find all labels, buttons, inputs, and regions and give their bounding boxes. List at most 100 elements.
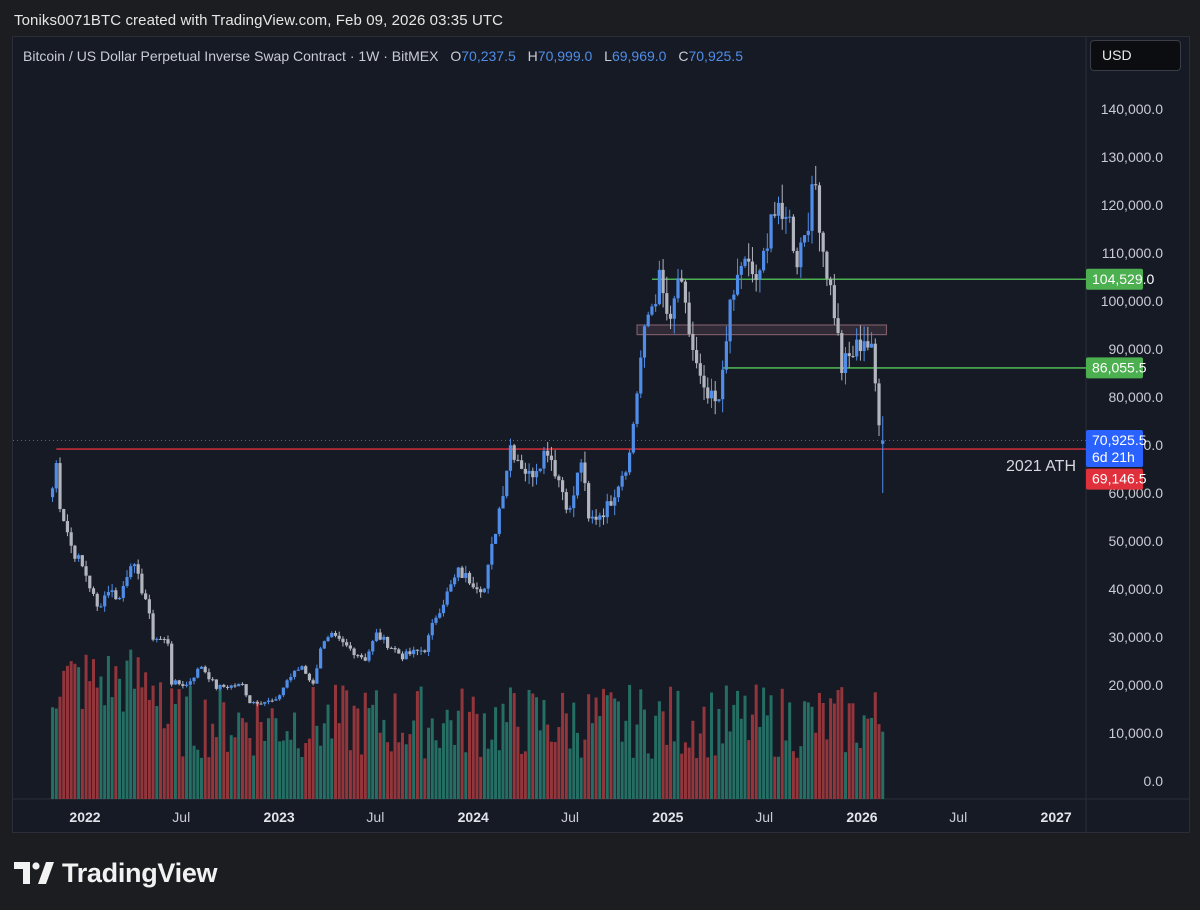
volume-bar [423,758,427,799]
volume-bar [69,661,73,799]
volume-bar [762,687,766,799]
volume-bar [609,692,613,799]
candle-body [255,701,259,704]
candle-body [404,651,408,660]
open-key: O [450,48,462,64]
candle-body [613,497,617,506]
x-tick-label: Jul [561,809,579,825]
candle-body [758,270,762,280]
volume-bar [754,684,758,799]
volume-bar [575,732,579,799]
volume-bar [58,696,62,799]
volume-bar [181,756,185,799]
volume-bar [657,701,661,799]
y-tick-label: 100,000.0 [1101,293,1163,309]
chart-pane[interactable] [12,36,1190,833]
ath-tag: 69,146.5 [1086,468,1147,490]
volume-bar [389,751,393,799]
volume-bar [717,708,721,799]
volume-bar [650,758,654,799]
candle-body [572,495,576,509]
volume-bar [520,753,524,799]
candle-body [374,632,379,642]
candle-body [724,341,728,370]
volume-bar [341,685,345,799]
candle-body [244,684,248,696]
candle-body [426,635,431,652]
y-tick-label: 90,000.0 [1109,341,1164,357]
candle-body [538,468,542,472]
y-tick-label: 80,000.0 [1109,389,1164,405]
low-key: L [604,48,612,64]
volume-bar [743,695,747,799]
volume-bar [788,702,792,799]
currency-button[interactable]: USD [1090,40,1181,71]
candle-body [869,343,874,348]
candle-body [337,635,341,639]
x-tick-label: Jul [172,809,190,825]
candle-body [721,369,725,400]
candle-body [207,672,211,680]
candle-body [181,684,185,686]
y-tick-label: 40,000.0 [1109,581,1164,597]
candle-body [866,341,870,348]
candle-body [661,269,665,294]
volume-bar [538,730,542,799]
volume-bar [594,697,598,799]
candle-body [490,543,494,565]
volume-bar [572,702,576,799]
volume-bar [468,711,472,799]
volume-bar [527,689,531,799]
candle-body [449,584,453,592]
candle-body [501,496,505,509]
volume-bar [535,697,539,799]
volume-bar [240,718,244,799]
symbol-title[interactable]: Bitcoin / US Dollar Perpetual Inverse Sw… [23,48,439,64]
ath-annotation: 2021 ATH [1006,458,1076,475]
candle-body [765,248,769,251]
candle-body [817,185,822,233]
volume-bar [855,742,859,799]
high-value: 70,999.0 [537,48,593,64]
volume-bar [873,692,877,799]
candle-body [475,587,479,590]
tradingview-logo[interactable]: TradingView [14,856,218,890]
volume-bar [106,656,110,799]
x-tick-label: 2025 [652,809,683,825]
candle-body [434,617,438,623]
volume-bar [199,757,203,799]
candle-body [527,470,531,474]
volume-bar [456,710,460,799]
candle-body [799,242,803,268]
volume-bar [367,708,371,799]
volume-bar [382,719,386,799]
candle-body [184,684,189,686]
candle-body [646,314,650,327]
volume-bar [371,704,375,799]
candle-body [728,299,732,342]
candle-body [471,583,475,588]
candle-body [546,450,550,456]
volume-bar [862,715,866,799]
y-tick-label: 110,000.0 [1102,245,1163,261]
volume-bar [531,693,535,799]
candle-body [453,577,457,585]
volume-bar [401,732,405,799]
candle-body [542,450,546,469]
candle-body [173,680,178,685]
candle-body [836,318,840,334]
volume-bar [721,743,725,799]
volume-bar [568,748,572,799]
volume-bar [88,681,92,799]
candle-body [851,356,855,358]
candle-body [144,593,148,600]
volume-bar [95,687,99,799]
candle-body [843,353,848,374]
candle-body [106,592,111,596]
candle-body [825,251,829,279]
candle-body [292,670,297,677]
candle-body [229,685,233,688]
candle-body [147,599,151,614]
volume-bar [244,722,248,799]
